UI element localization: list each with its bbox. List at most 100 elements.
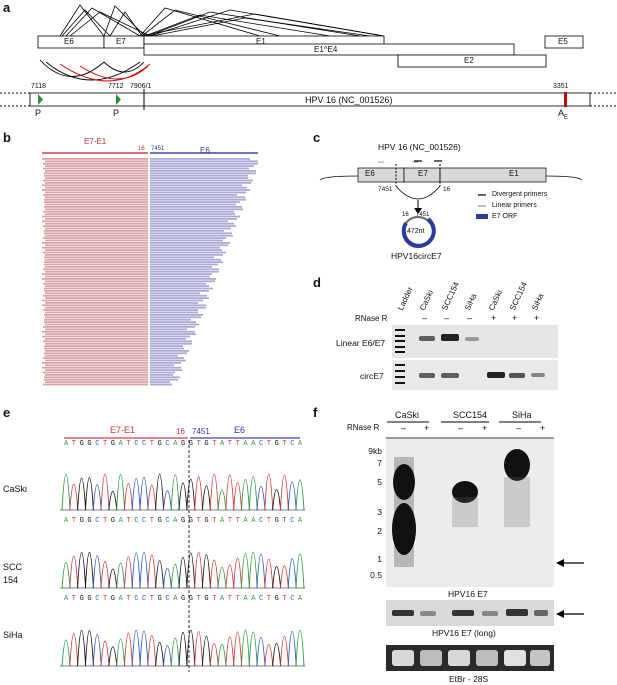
trace-peak xyxy=(77,552,87,589)
seq-base: T xyxy=(71,517,76,525)
size-marker: 0.5 xyxy=(370,570,382,580)
seq-base: C xyxy=(165,440,170,448)
lane-label: Ladder xyxy=(396,285,415,312)
panel-f-label: f xyxy=(313,405,318,420)
seq-base: T xyxy=(126,440,131,448)
seq-base: G xyxy=(87,440,92,448)
seq-base: C xyxy=(290,595,295,603)
seq-base: G xyxy=(157,517,162,525)
rnase-sign: – xyxy=(401,423,407,433)
trace-peak xyxy=(116,562,126,589)
seq-base: T xyxy=(282,440,287,448)
seq-base: C xyxy=(259,440,264,448)
seq-base: C xyxy=(259,517,264,525)
label-e7-e1: E7-E1 xyxy=(84,137,107,146)
exon-e6-box-label: E6 xyxy=(365,169,375,178)
seq-base: A xyxy=(173,440,178,448)
seq-base: G xyxy=(79,440,84,448)
seq-base: T xyxy=(196,595,201,603)
seq-base: C xyxy=(134,595,139,603)
trace-peak xyxy=(201,635,211,667)
row-linear-label: Linear E6/E7 xyxy=(336,338,386,348)
seq-base: G xyxy=(188,440,193,448)
seq-base: A xyxy=(64,595,69,603)
size-marker: 1 xyxy=(377,554,382,564)
exon-e1-box xyxy=(439,167,547,183)
rnase-sign: + xyxy=(491,313,497,323)
trace-peak xyxy=(139,551,149,589)
seq-base: A xyxy=(220,595,225,603)
circ-junction-16: 16 xyxy=(402,212,409,218)
trace-peak xyxy=(264,559,274,589)
seq-base: T xyxy=(212,440,217,448)
trace-peak xyxy=(264,473,274,511)
sample-scc: SCC xyxy=(3,562,23,572)
trace-peak xyxy=(209,559,219,589)
sample-siha: SiHa xyxy=(3,630,23,640)
trace-peak xyxy=(155,642,165,667)
trace-peak xyxy=(194,476,204,511)
trace-peak xyxy=(61,562,71,589)
trace-peak xyxy=(279,635,289,667)
exon-e6-label: E6 xyxy=(64,37,74,46)
exon-e2 xyxy=(397,54,547,68)
seq-base: T xyxy=(227,517,232,525)
e-label-7451: 7451 xyxy=(192,427,210,436)
trace-peak xyxy=(147,634,157,667)
seq-base: G xyxy=(79,517,84,525)
junction-7451: 7451 xyxy=(378,186,393,193)
seq-base: C xyxy=(290,440,295,448)
seq-base: A xyxy=(64,517,69,525)
seq-base: G xyxy=(181,595,186,603)
exon-e7-label: E7 xyxy=(116,37,126,46)
seq-base: C xyxy=(142,595,147,603)
trace-peak xyxy=(272,642,282,667)
trace-peak xyxy=(147,484,157,511)
row-circ-label: circE7 xyxy=(360,371,384,381)
coord-3351: 3351 xyxy=(553,83,569,90)
size-marker: 2 xyxy=(377,526,382,536)
arrow-2 xyxy=(556,610,584,618)
trace-peak xyxy=(131,478,141,511)
seq-base: G xyxy=(274,517,279,525)
seq-base: A xyxy=(298,595,303,603)
trace-peak xyxy=(155,560,165,589)
rnase-label-d: RNase R xyxy=(355,314,388,323)
trace-peak xyxy=(92,484,102,511)
seq-base: C xyxy=(259,595,264,603)
trace-peak xyxy=(108,568,118,589)
seq-base: G xyxy=(181,440,186,448)
exon-e2-label: E2 xyxy=(464,56,474,65)
chromatogram xyxy=(60,437,305,672)
panel-c-label: c xyxy=(313,130,321,145)
exon-e1-box-label: E1 xyxy=(509,169,519,178)
trace-peak xyxy=(186,552,196,589)
trace-peak xyxy=(108,490,118,511)
trace-peak xyxy=(287,481,297,511)
trace-peak xyxy=(225,474,235,511)
trace-peak xyxy=(69,483,79,511)
trace-peak xyxy=(240,629,250,667)
lane-label: SiHa xyxy=(530,292,546,312)
arrow-1 xyxy=(556,559,584,567)
trace-peak xyxy=(100,640,110,667)
seq-base: A xyxy=(298,517,303,525)
cell-scc154: SCC154 xyxy=(453,410,488,420)
splice-arcs-top xyxy=(59,4,385,37)
trace-peak xyxy=(248,476,258,511)
panel-e-label: e xyxy=(3,405,11,420)
size-marker: 5 xyxy=(377,477,382,487)
trace-peak xyxy=(162,645,172,667)
trace-peak xyxy=(295,629,305,667)
trace-peak xyxy=(84,551,94,589)
trace-peak xyxy=(217,566,227,589)
size-marker: 9kb xyxy=(368,446,382,456)
trace-peak xyxy=(61,474,71,511)
exon-e1e4-label: E1^E4 xyxy=(314,45,338,54)
trace-peak xyxy=(170,563,180,589)
trace-peak xyxy=(162,490,172,511)
seq-base: A xyxy=(118,595,123,603)
trace-peak xyxy=(279,565,289,589)
exon-e7-box-label: E7 xyxy=(418,169,428,178)
etbr-gel xyxy=(386,645,554,671)
